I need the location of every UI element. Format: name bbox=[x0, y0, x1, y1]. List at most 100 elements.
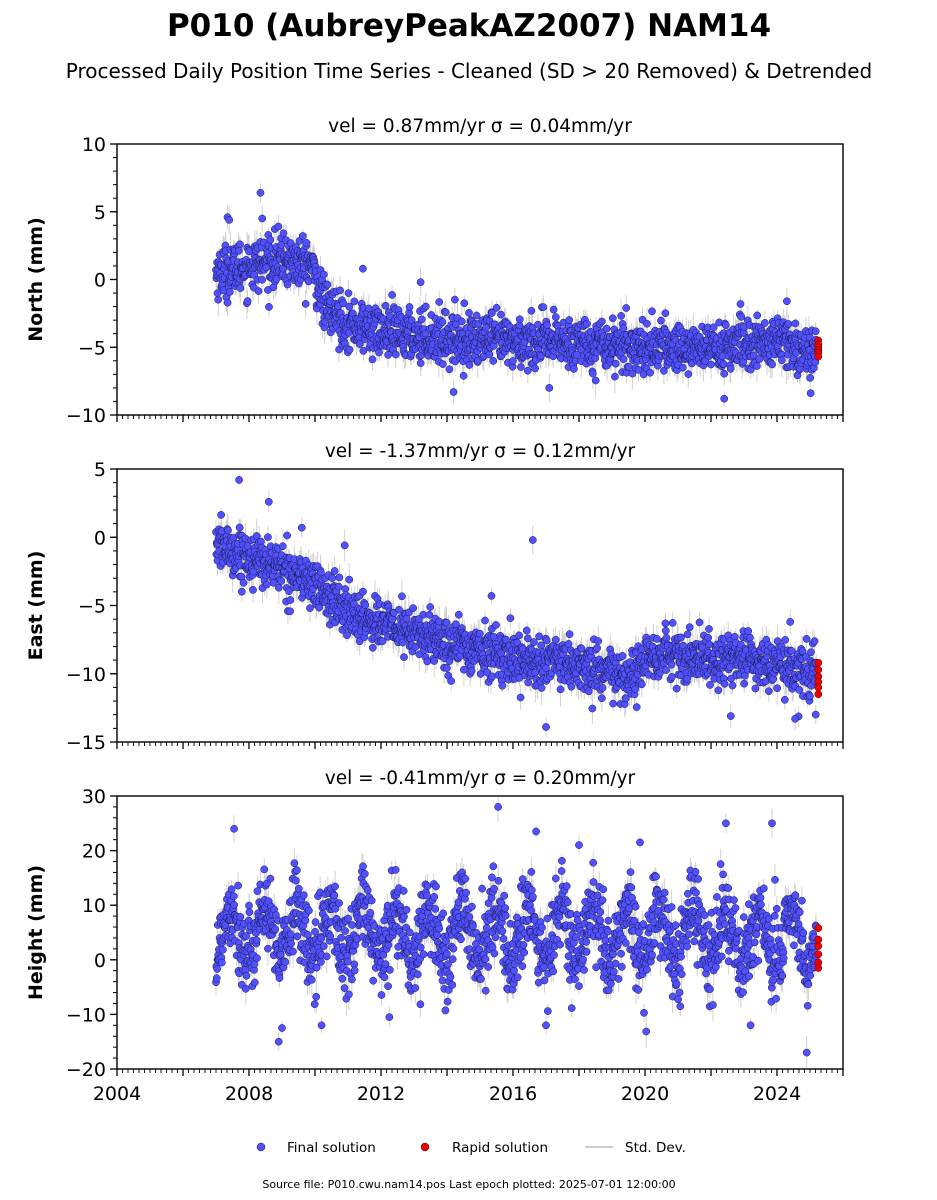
north-final-point bbox=[806, 389, 815, 398]
north-final-point bbox=[811, 327, 820, 336]
north-final-point bbox=[256, 188, 265, 197]
height-final-point bbox=[481, 986, 490, 995]
east-final-point bbox=[811, 710, 820, 719]
height-final-point bbox=[293, 866, 301, 875]
height-final-point bbox=[550, 951, 558, 959]
height-final-point bbox=[441, 1006, 450, 1015]
height-final-point bbox=[433, 931, 441, 939]
north-final-point bbox=[783, 297, 791, 306]
north-final-point bbox=[465, 309, 473, 317]
east-final-point bbox=[481, 616, 489, 625]
east-final-point bbox=[235, 523, 244, 532]
height-final-point bbox=[549, 967, 558, 976]
north-final-point bbox=[678, 363, 687, 372]
east-final-point bbox=[609, 699, 617, 708]
north-final-point bbox=[719, 360, 728, 368]
north-final-point bbox=[492, 303, 501, 312]
height-final-point bbox=[229, 892, 238, 901]
height-final-point bbox=[519, 941, 528, 949]
height-final-point bbox=[299, 891, 308, 900]
east-final-point bbox=[685, 623, 694, 632]
east-final-point bbox=[277, 577, 286, 585]
height-final-point bbox=[599, 885, 608, 894]
height-final-point bbox=[609, 967, 618, 976]
north-final-point bbox=[784, 320, 793, 328]
east-final-point bbox=[618, 652, 627, 660]
height-final-point bbox=[540, 976, 549, 985]
height-final-point bbox=[227, 885, 236, 894]
height-final-point bbox=[337, 933, 346, 942]
east-final-point bbox=[409, 604, 417, 612]
height-final-point bbox=[478, 884, 486, 893]
height-final-point bbox=[319, 942, 328, 950]
north-final-point bbox=[622, 304, 631, 312]
north-final-point bbox=[657, 316, 665, 325]
east-final-point bbox=[476, 629, 484, 638]
east-final-point bbox=[720, 680, 729, 688]
east-final-point bbox=[714, 686, 723, 695]
east-final-point bbox=[662, 634, 671, 642]
height-final-point bbox=[347, 975, 356, 984]
north-final-point bbox=[439, 360, 447, 368]
height-final-point bbox=[589, 858, 598, 867]
height-final-point bbox=[520, 948, 529, 957]
north-final-point bbox=[720, 369, 729, 378]
height-final-point bbox=[271, 925, 280, 934]
north-final-point bbox=[539, 303, 548, 311]
east-final-point bbox=[677, 633, 685, 642]
north-final-point bbox=[359, 347, 368, 355]
height-final-point bbox=[266, 874, 275, 883]
east-final-point bbox=[662, 666, 670, 674]
north-final-point bbox=[457, 317, 466, 326]
east-final-point bbox=[447, 677, 456, 685]
height-final-point bbox=[582, 937, 591, 946]
height-final-point bbox=[501, 911, 510, 920]
north-final-point bbox=[598, 317, 606, 326]
east-final-point bbox=[361, 601, 370, 609]
east-ylabel: East (mm) bbox=[25, 551, 47, 661]
height-final-point bbox=[489, 862, 498, 871]
height-final-point bbox=[617, 963, 626, 971]
east-final-point bbox=[740, 679, 749, 688]
height-final-point bbox=[234, 881, 242, 890]
height-final-point bbox=[634, 986, 643, 994]
north-final-point bbox=[319, 270, 328, 279]
east-final-point bbox=[704, 633, 713, 642]
east-final-point bbox=[661, 626, 670, 635]
height-final-point bbox=[672, 980, 681, 988]
east-ytick-label: 0 bbox=[94, 527, 106, 549]
height-final-point bbox=[242, 971, 251, 980]
height-final-point bbox=[529, 892, 537, 901]
height-final-point bbox=[626, 868, 635, 876]
height-final-point bbox=[438, 976, 447, 985]
height-final-point bbox=[310, 1000, 319, 1009]
height-final-point bbox=[369, 976, 378, 985]
north-final-point bbox=[336, 286, 344, 295]
east-final-point bbox=[802, 635, 811, 643]
north-final-point bbox=[381, 301, 390, 310]
east-final-point bbox=[668, 619, 677, 627]
north-final-point bbox=[543, 321, 551, 329]
height-final-point bbox=[431, 905, 440, 913]
east-final-point bbox=[728, 681, 737, 690]
height-final-point bbox=[527, 886, 536, 894]
east-final-point bbox=[744, 627, 753, 635]
height-final-point bbox=[294, 884, 303, 893]
north-final-point bbox=[624, 363, 633, 371]
height-final-point bbox=[290, 859, 299, 868]
north-final-point bbox=[298, 232, 307, 240]
east-final-point bbox=[492, 621, 500, 629]
height-final-point bbox=[518, 962, 527, 971]
height-final-point bbox=[449, 944, 458, 953]
east-final-point bbox=[237, 587, 246, 596]
height-final-point bbox=[596, 908, 605, 916]
north-final-point bbox=[721, 321, 730, 330]
height-final-point bbox=[253, 954, 261, 962]
height-final-point bbox=[660, 888, 669, 897]
east-rapid-point bbox=[814, 658, 823, 667]
north-final-point bbox=[643, 319, 651, 328]
height-final-point bbox=[448, 981, 457, 989]
height-final-point bbox=[305, 906, 313, 915]
north-final-point bbox=[768, 360, 776, 369]
figure-subtitle: Processed Daily Position Time Series - C… bbox=[66, 59, 872, 83]
